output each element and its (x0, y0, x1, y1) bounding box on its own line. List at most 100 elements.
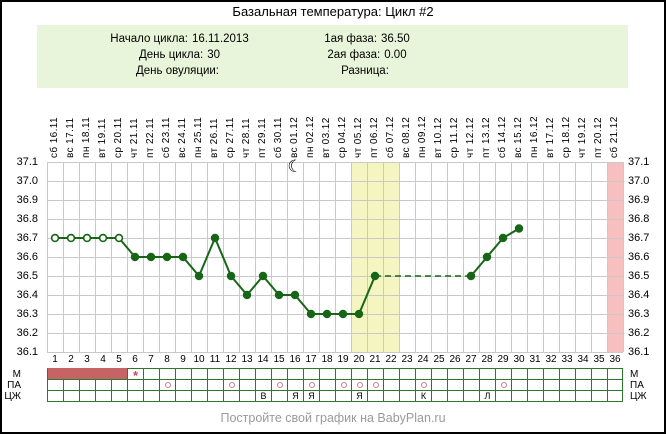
cj-cell-day-24: К (415, 390, 431, 402)
day-number-18: 18 (321, 354, 333, 365)
day-number-9: 9 (180, 354, 186, 365)
cj-cell-day-35 (591, 390, 607, 402)
y-tick-right: 36.8 (628, 213, 650, 225)
day-number-33: 33 (561, 354, 573, 365)
pa-cell-day-1 (47, 379, 63, 390)
intercourse-circle-icon (228, 382, 235, 388)
pa-cell-day-36 (607, 379, 623, 390)
m-cell-day-24 (415, 368, 431, 379)
y-tick-left: 36.5 (16, 270, 38, 282)
date-label-day-16: вс 01.12 (289, 116, 300, 158)
footer-promo-link[interactable]: Постройте свой график на BabyPlan.ru (220, 411, 446, 425)
pa-cell-day-10 (191, 379, 207, 390)
pa-cell-day-31 (527, 379, 543, 390)
pa-cell-day-6 (127, 379, 143, 390)
temp-point-day-7 (146, 252, 156, 262)
y-tick-right: 36.6 (628, 251, 650, 263)
temp-point-day-17 (306, 309, 316, 319)
pa-cell-day-12 (223, 379, 239, 390)
m-cell-day-35 (591, 368, 607, 379)
temp-point-day-5 (114, 233, 124, 243)
date-label-day-5: ср 20.11 (113, 117, 124, 158)
date-label-day-23: вс 08.12 (401, 116, 412, 158)
date-label-day-34: чт 19.12 (577, 117, 588, 158)
y-tick-right: 36.1 (628, 346, 650, 358)
day-number-32: 32 (545, 354, 557, 365)
pa-cell-day-3 (79, 379, 95, 390)
y-tick-left: 37.0 (16, 175, 38, 187)
temp-point-day-18 (322, 309, 332, 319)
cervical-fluid-letter: Я (356, 391, 363, 401)
cj-cell-day-3 (79, 390, 95, 402)
pa-cell-day-28 (479, 379, 495, 390)
m-cell-day-8 (159, 368, 175, 379)
day-number-34: 34 (577, 354, 589, 365)
m-cell-day-10 (191, 368, 207, 379)
m-cell-day-11 (207, 368, 223, 379)
pa-cell-day-21 (367, 379, 383, 390)
y-tick-left: 36.4 (16, 289, 38, 301)
pa-cell-day-11 (207, 379, 223, 390)
day-number-14: 14 (257, 354, 269, 365)
cj-cell-day-5 (111, 390, 127, 402)
pa-cell-day-4 (95, 379, 111, 390)
cycle-info-right: 1ая фаза: 36.50 2ая фаза: 0.00 Разница: (322, 25, 412, 88)
m-cell-day-30 (511, 368, 527, 379)
day-number-8: 8 (164, 354, 170, 365)
temp-point-day-2 (66, 233, 76, 243)
menses-cell-day-5 (111, 368, 127, 379)
date-label-day-32: вт 17.12 (545, 117, 556, 158)
page-title: Базальная температура: Цикл #2 (232, 4, 434, 19)
date-label-day-14: пт 29.11 (257, 117, 268, 158)
pa-cell-day-23 (399, 379, 415, 390)
cj-cell-day-23 (399, 390, 415, 402)
temp-point-day-12 (226, 271, 236, 281)
m-cell-day-7 (143, 368, 159, 379)
cycle-info-box: Начало цикла: 16.11.2013 День цикла: 30 Де… (37, 25, 628, 88)
cycle-day-line: День цикла: 30 (139, 49, 220, 61)
date-label-day-35: пт 20.12 (593, 117, 604, 158)
cj-cell-day-29 (495, 390, 511, 402)
date-label-day-33: ср 18.12 (561, 116, 572, 158)
day-number-35: 35 (593, 354, 605, 365)
cj-row-label-right: ЦЖ (630, 391, 647, 402)
pa-cell-day-16 (287, 379, 303, 390)
day-number-10: 10 (193, 354, 205, 365)
m-cell-day-36 (607, 368, 623, 379)
pa-cell-day-9 (175, 379, 191, 390)
m-cell-day-20 (351, 368, 367, 379)
day-number-2: 2 (68, 354, 74, 365)
temp-point-day-21 (370, 271, 380, 281)
day-number-7: 7 (148, 354, 154, 365)
cj-cell-day-20: Я (351, 390, 367, 402)
m-cell-day-6: * (127, 368, 143, 382)
temp-line (470, 227, 520, 277)
cj-cell-day-26 (447, 390, 463, 402)
day-number-23: 23 (401, 354, 413, 365)
date-label-day-28: пт 13.12 (481, 117, 492, 158)
cj-cell-day-22 (383, 390, 399, 402)
cj-cell-day-7 (143, 390, 159, 402)
y-tick-right: 36.4 (628, 289, 650, 301)
day-number-36: 36 (609, 354, 621, 365)
temp-point-day-13 (242, 290, 252, 300)
y-tick-right: 36.3 (628, 308, 650, 320)
cycle-info-left: Начало цикла: 16.11.2013 День цикла: 30 Де… (37, 25, 322, 88)
intercourse-circle-icon (372, 382, 379, 388)
cj-cell-day-32 (543, 390, 559, 402)
day-number-29: 29 (497, 354, 509, 365)
cj-cell-day-19 (335, 390, 351, 402)
temp-point-day-14 (258, 271, 268, 281)
day-number-24: 24 (417, 354, 429, 365)
intercourse-circle-icon (340, 382, 347, 388)
pa-cell-day-22 (383, 379, 399, 390)
pa-row-label-right: ПА (630, 380, 644, 391)
cj-cell-day-36 (607, 390, 623, 402)
m-row-label-right: М (630, 369, 639, 380)
y-tick-left: 36.9 (16, 194, 38, 206)
m-cell-day-25 (431, 368, 447, 379)
date-label-day-30: вс 15.12 (513, 116, 524, 158)
day-number-20: 20 (353, 354, 365, 365)
